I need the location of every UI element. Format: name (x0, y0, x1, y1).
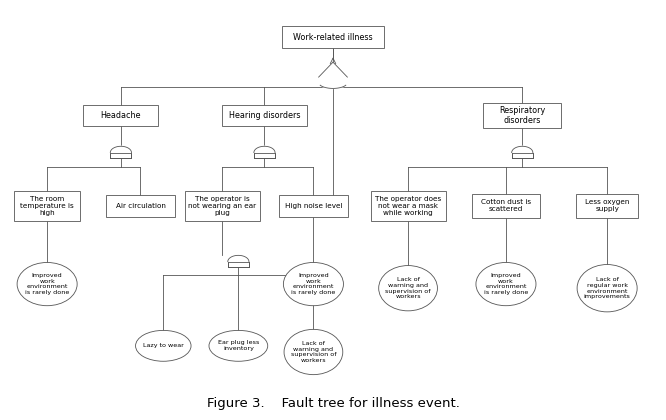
FancyBboxPatch shape (15, 191, 80, 220)
Text: The operator does
not wear a mask
while working: The operator does not wear a mask while … (375, 196, 441, 216)
Bar (254, 152, 275, 158)
Text: Respiratory
disorders: Respiratory disorders (499, 106, 545, 125)
Ellipse shape (17, 262, 77, 306)
Polygon shape (511, 146, 533, 152)
Polygon shape (320, 62, 346, 89)
FancyBboxPatch shape (106, 195, 174, 217)
Text: Headache: Headache (101, 111, 141, 120)
FancyBboxPatch shape (483, 103, 561, 128)
Polygon shape (254, 146, 275, 152)
Text: Improved
work
environment
is rarely done: Improved work environment is rarely done (291, 273, 336, 295)
Ellipse shape (476, 262, 536, 306)
Ellipse shape (136, 331, 191, 361)
FancyBboxPatch shape (472, 194, 540, 218)
FancyBboxPatch shape (279, 195, 348, 217)
Text: Less oxygen
supply: Less oxygen supply (585, 200, 629, 213)
FancyBboxPatch shape (282, 26, 384, 48)
Ellipse shape (284, 329, 343, 375)
Ellipse shape (209, 331, 268, 361)
Text: Air circulation: Air circulation (115, 203, 165, 209)
Text: Figure 3.    Fault tree for illness event.: Figure 3. Fault tree for illness event. (206, 397, 460, 410)
Bar (511, 152, 533, 158)
Ellipse shape (379, 265, 438, 311)
Ellipse shape (284, 262, 344, 306)
Text: The operator is
not wearing an ear
plug: The operator is not wearing an ear plug (188, 196, 256, 216)
Text: Work-related illness: Work-related illness (293, 33, 373, 42)
Text: Lack of
warning and
supervision of
workers: Lack of warning and supervision of worke… (290, 341, 336, 363)
Text: Ear plug less
inventory: Ear plug less inventory (218, 341, 259, 351)
Ellipse shape (577, 265, 637, 312)
FancyBboxPatch shape (576, 194, 638, 218)
Bar (111, 152, 131, 158)
Bar (228, 262, 249, 267)
Text: The room
temperature is
high: The room temperature is high (20, 196, 74, 216)
Text: Cotton dust is
scattered: Cotton dust is scattered (481, 200, 531, 213)
FancyBboxPatch shape (83, 105, 159, 126)
Text: Lack of
regular work
environment
improvements: Lack of regular work environment improve… (583, 277, 631, 299)
FancyBboxPatch shape (222, 105, 307, 126)
Polygon shape (228, 255, 249, 262)
Text: High noise level: High noise level (284, 203, 342, 209)
Text: Lack of
warning and
supervision of
workers: Lack of warning and supervision of worke… (385, 277, 431, 299)
Polygon shape (111, 146, 131, 152)
Text: Improved
work
environment
is rarely done: Improved work environment is rarely done (25, 273, 69, 295)
FancyBboxPatch shape (184, 191, 260, 220)
Text: Improved
work
environment
is rarely done: Improved work environment is rarely done (484, 273, 528, 295)
Text: Hearing disorders: Hearing disorders (228, 111, 300, 120)
FancyBboxPatch shape (370, 191, 446, 220)
Text: Lazy to wear: Lazy to wear (143, 343, 184, 348)
